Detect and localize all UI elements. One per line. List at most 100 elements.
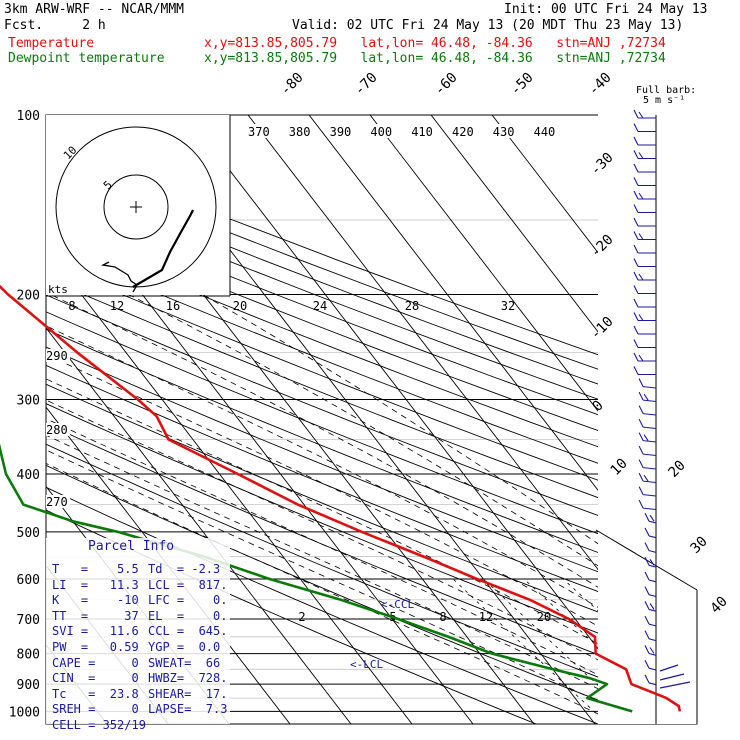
- parcel-info-box: [46, 538, 230, 724]
- parcel-info-left-value: SVI = 11.6: [52, 624, 139, 639]
- pressure-tick-label: 500: [17, 526, 40, 541]
- mixing-ratio-label: 24: [313, 299, 327, 313]
- wind-barb-flag: [638, 391, 644, 401]
- parcel-info-left-value: LI = 11.3: [52, 577, 139, 592]
- parcel-info-left-value: TT = 37: [52, 608, 139, 623]
- wind-barb-flag: [638, 418, 644, 428]
- wind-barb-flag: [644, 601, 650, 610]
- theta-label: 270: [46, 495, 68, 509]
- wind-barb-flag: [649, 559, 655, 566]
- model-title: 3km ARW-WRF -- NCAR/MMM: [4, 2, 185, 17]
- wind-barb: [643, 467, 657, 470]
- wind-barb-flag: [644, 645, 650, 654]
- wind-barb-flag: [638, 354, 644, 362]
- theta-label: 370: [248, 125, 270, 139]
- wind-barb-flag: [638, 111, 644, 119]
- wind-barb-flag: [633, 285, 639, 294]
- isotherm: [186, 115, 657, 724]
- parcel-info-left-value: PW = 0.59: [52, 640, 139, 654]
- barb-key-unit: 5 m s⁻¹: [643, 95, 686, 106]
- theta-label: 440: [534, 125, 556, 139]
- parcel-info-left-value: CELL = 352/19: [52, 718, 146, 732]
- wind-barb-flag: [633, 217, 639, 227]
- wind-barb-flag: [638, 405, 644, 414]
- parcel-info-left-value: T = 5.5: [52, 562, 139, 576]
- isotherm: [308, 115, 697, 620]
- wind-barb: [648, 638, 657, 642]
- wind-barb: [643, 413, 657, 416]
- wind-barb-flag: [633, 271, 639, 281]
- parcel-info-right-value: LFC = 0.: [148, 593, 228, 608]
- isotherm-label: -80: [278, 70, 307, 99]
- dry-adiabat: [46, 277, 697, 534]
- dry-adiabat: [46, 294, 697, 552]
- wind-barb-flag: [638, 192, 644, 200]
- wind-barb: [643, 494, 657, 497]
- wind-barb-flag: [633, 109, 639, 119]
- wind-barb-flag: [644, 659, 650, 669]
- wind-barb-flag: [638, 472, 644, 482]
- theta-label: 290: [46, 349, 68, 363]
- wind-barb-flag: [644, 674, 650, 684]
- parcel-info-left-value: CAPE = 0: [52, 655, 139, 670]
- temp-legend-label: Temperature: [8, 36, 95, 51]
- wind-barb-flag: [633, 163, 639, 173]
- parcel-info-left-value: CIN = 0: [52, 671, 139, 686]
- mixing-ratio-label: 20: [537, 610, 551, 624]
- wind-barb-flag: [649, 647, 655, 654]
- mixing-ratio-label: 16: [166, 299, 180, 313]
- wind-barb-flag: [649, 514, 655, 522]
- wind-barb-flag: [633, 325, 639, 335]
- wind-barb-flag: [633, 244, 639, 254]
- dry-adiabat: [46, 215, 697, 466]
- pressure-tick-label: 100: [17, 109, 40, 124]
- lcl-marker: <-LCL: [350, 658, 384, 671]
- mixing-ratio-line: [483, 578, 641, 724]
- wind-barbs: [633, 109, 691, 689]
- pressure-tick-label: 1000: [9, 705, 40, 720]
- wind-barb-flag: [638, 273, 644, 281]
- pressure-tick-label: 400: [17, 468, 40, 483]
- wind-barb-flag: [644, 615, 650, 625]
- wind-barb-flag: [633, 231, 639, 240]
- parcel-info-right-value: Td = -2.3: [148, 562, 221, 576]
- theta-label: 410: [411, 125, 433, 139]
- wind-barb: [648, 535, 657, 539]
- isotherm: [46, 247, 413, 724]
- isotherm-label: -70: [352, 70, 381, 99]
- wind-barb: [648, 623, 657, 627]
- theta-label: 400: [370, 125, 392, 139]
- dry-adiabat: [46, 403, 697, 671]
- wind-barb-flag: [633, 298, 639, 308]
- wind-barb: [648, 520, 657, 524]
- forecast-hour: Fcst. 2 h: [4, 18, 106, 33]
- parcel-info-left-value: SREH = 0: [52, 702, 139, 717]
- parcel-info-left-value: Tc = 23.8: [52, 686, 139, 701]
- dry-adiabat: [46, 261, 697, 517]
- isotherm: [491, 115, 697, 382]
- wind-barb-flag: [649, 603, 655, 610]
- dry-adiabat: [46, 158, 697, 404]
- wind-barb-flag: [633, 123, 639, 132]
- theta-label: 380: [289, 125, 311, 139]
- dry-adiabat: [46, 186, 697, 435]
- wind-barb-flag: [633, 190, 639, 200]
- temperature-line: [0, 284, 682, 712]
- wind-barb-flag: [638, 378, 644, 387]
- dry-adiabat: [46, 364, 697, 629]
- wind-barb: [648, 564, 657, 568]
- barb-band: [598, 113, 728, 724]
- wind-barb-flag: [638, 459, 644, 468]
- moist-adiabat: [46, 325, 697, 667]
- hodograph-unit-label: kts: [48, 283, 68, 296]
- wind-barb: [659, 664, 679, 672]
- wind-barb: [648, 667, 657, 671]
- dry-adiabat: [46, 346, 697, 609]
- wind-barb-flag: [643, 393, 649, 401]
- wind-barb: [648, 652, 657, 656]
- wind-barb: [643, 453, 657, 457]
- wind-barb: [643, 480, 657, 484]
- wind-barb: [648, 608, 657, 612]
- pressure-tick-label: 600: [17, 573, 40, 588]
